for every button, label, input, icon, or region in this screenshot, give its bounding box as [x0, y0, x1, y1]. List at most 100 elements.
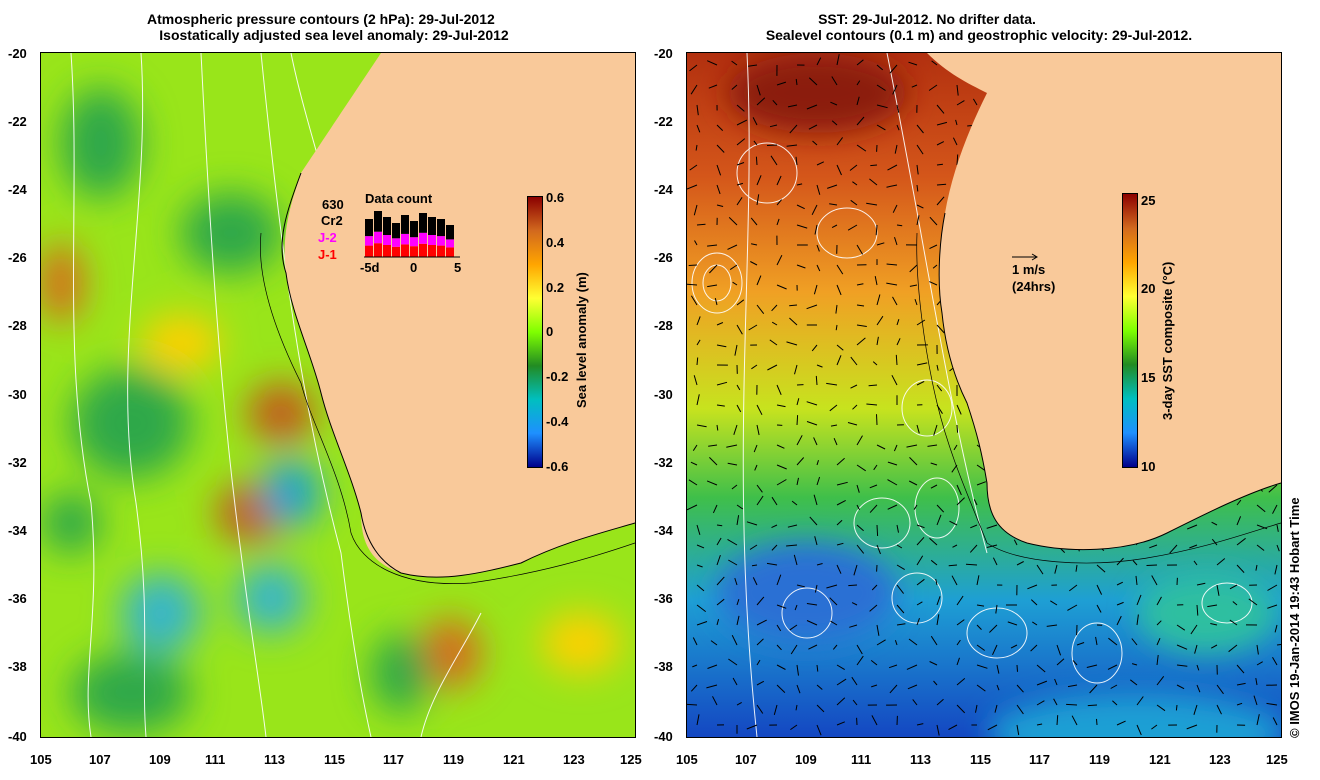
- velocity-arrow: [847, 422, 858, 426]
- left-ytick: -38: [8, 659, 27, 674]
- velocity-arrow: [1036, 700, 1045, 706]
- velocity-arrow: [992, 644, 998, 656]
- velocity-arrow: [909, 284, 918, 287]
- velocity-arrow: [876, 524, 879, 537]
- velocity-arrow: [707, 284, 718, 288]
- inset-bar-segment: [383, 245, 391, 257]
- velocity-arrow: [829, 404, 838, 412]
- velocity-arrow: [1176, 644, 1188, 650]
- velocity-arrow: [1248, 598, 1258, 606]
- velocity-arrow: [831, 224, 838, 229]
- velocity-arrow: [712, 696, 718, 706]
- right-xtick: 123: [1209, 752, 1231, 767]
- velocity-arrow: [887, 479, 898, 486]
- velocity-arrow: [936, 614, 940, 626]
- velocity-arrow: [689, 64, 698, 72]
- velocity-arrow: [849, 624, 858, 628]
- velocity-arrow: [750, 261, 758, 266]
- velocity-arrow: [693, 375, 698, 386]
- velocity-arrow: [734, 344, 738, 356]
- velocity-arrow: [1050, 600, 1058, 606]
- inset-bar-segment: [365, 245, 373, 257]
- velocity-arrow: [916, 215, 920, 226]
- velocity-arrow: [716, 524, 723, 527]
- velocity-arrow: [1067, 604, 1078, 611]
- velocity-arrow: [936, 596, 941, 606]
- velocity-arrow: [716, 124, 724, 131]
- velocity-arrow: [936, 163, 943, 166]
- velocity-arrow: [795, 78, 798, 86]
- velocity-arrow: [692, 444, 698, 451]
- velocity-arrow: [835, 324, 838, 331]
- velocity-arrow: [836, 519, 843, 526]
- velocity-arrow: [746, 521, 758, 526]
- velocity-arrow: [816, 460, 819, 466]
- velocity-arrow: [696, 544, 705, 549]
- left-ytick: -32: [8, 455, 27, 470]
- velocity-arrow: [1136, 594, 1142, 606]
- left-ytick: -20: [8, 46, 27, 61]
- velocity-arrow: [1267, 604, 1278, 609]
- velocity-arrow: [1067, 684, 1078, 688]
- velocity-arrow: [707, 664, 718, 669]
- velocity-arrow: [1232, 601, 1238, 606]
- inset-bar-segment: [419, 232, 427, 244]
- velocity-arrow: [814, 584, 818, 593]
- velocity-arrow: [896, 524, 899, 533]
- velocity-arrow: [847, 224, 858, 231]
- velocity-arrow: [896, 319, 900, 326]
- velocity-arrow: [1190, 624, 1198, 635]
- velocity-arrow: [931, 60, 938, 66]
- velocity-arrow: [869, 178, 878, 186]
- velocity-arrow: [851, 602, 858, 606]
- right-xtick: 113: [910, 752, 931, 767]
- velocity-arrow: [933, 680, 938, 686]
- velocity-arrow: [1027, 584, 1038, 590]
- velocity-arrow: [1089, 684, 1098, 694]
- velocity-arrow: [1108, 637, 1118, 646]
- velocity-arrow: [928, 84, 938, 91]
- velocity-arrow: [956, 619, 965, 626]
- velocity-arrow: [936, 514, 942, 526]
- velocity-arrow: [1030, 599, 1038, 606]
- velocity-arrow: [771, 321, 778, 326]
- velocity-arrow: [696, 394, 700, 406]
- velocity-arrow: [1010, 644, 1018, 649]
- velocity-arrow: [727, 462, 738, 466]
- velocity-arrow: [831, 76, 838, 86]
- velocity-arrow: [716, 618, 720, 626]
- velocity-arrow: [816, 57, 822, 66]
- velocity-arrow: [930, 559, 938, 566]
- velocity-arrow: [909, 457, 918, 466]
- velocity-arrow: [692, 637, 698, 646]
- velocity-arrow: [1196, 664, 1200, 671]
- left-xtick: 125: [620, 752, 642, 767]
- velocity-arrow: [1272, 504, 1278, 514]
- velocity-arrow: [696, 714, 700, 726]
- velocity-arrow: [755, 156, 758, 166]
- velocity-arrow: [1136, 696, 1144, 706]
- right-cbar-title: 3-day SST composite (°C): [1160, 261, 1175, 420]
- velocity-arrow: [1072, 660, 1078, 666]
- velocity-arrow: [876, 639, 886, 646]
- velocity-arrow: [695, 144, 698, 151]
- velocity-arrow: [716, 381, 728, 386]
- velocity-arrow: [955, 119, 958, 126]
- velocity-arrow: [876, 124, 886, 131]
- velocity-arrow: [787, 524, 798, 528]
- inset-bar-segment: [428, 217, 436, 235]
- velocity-arrow: [696, 584, 705, 592]
- velocity-arrow: [836, 564, 842, 574]
- velocity-arrow: [776, 199, 782, 206]
- velocity-arrow: [756, 704, 764, 714]
- velocity-arrow: [987, 724, 998, 731]
- velocity-arrow: [850, 356, 858, 366]
- velocity-arrow: [889, 684, 898, 694]
- velocity-arrow: [952, 544, 958, 548]
- velocity-arrow: [736, 701, 742, 706]
- velocity-arrow: [772, 99, 778, 106]
- right-ytick: -30: [654, 387, 673, 402]
- velocity-arrow: [1216, 584, 1220, 596]
- velocity-arrow: [1129, 679, 1138, 686]
- velocity-arrow: [770, 155, 778, 166]
